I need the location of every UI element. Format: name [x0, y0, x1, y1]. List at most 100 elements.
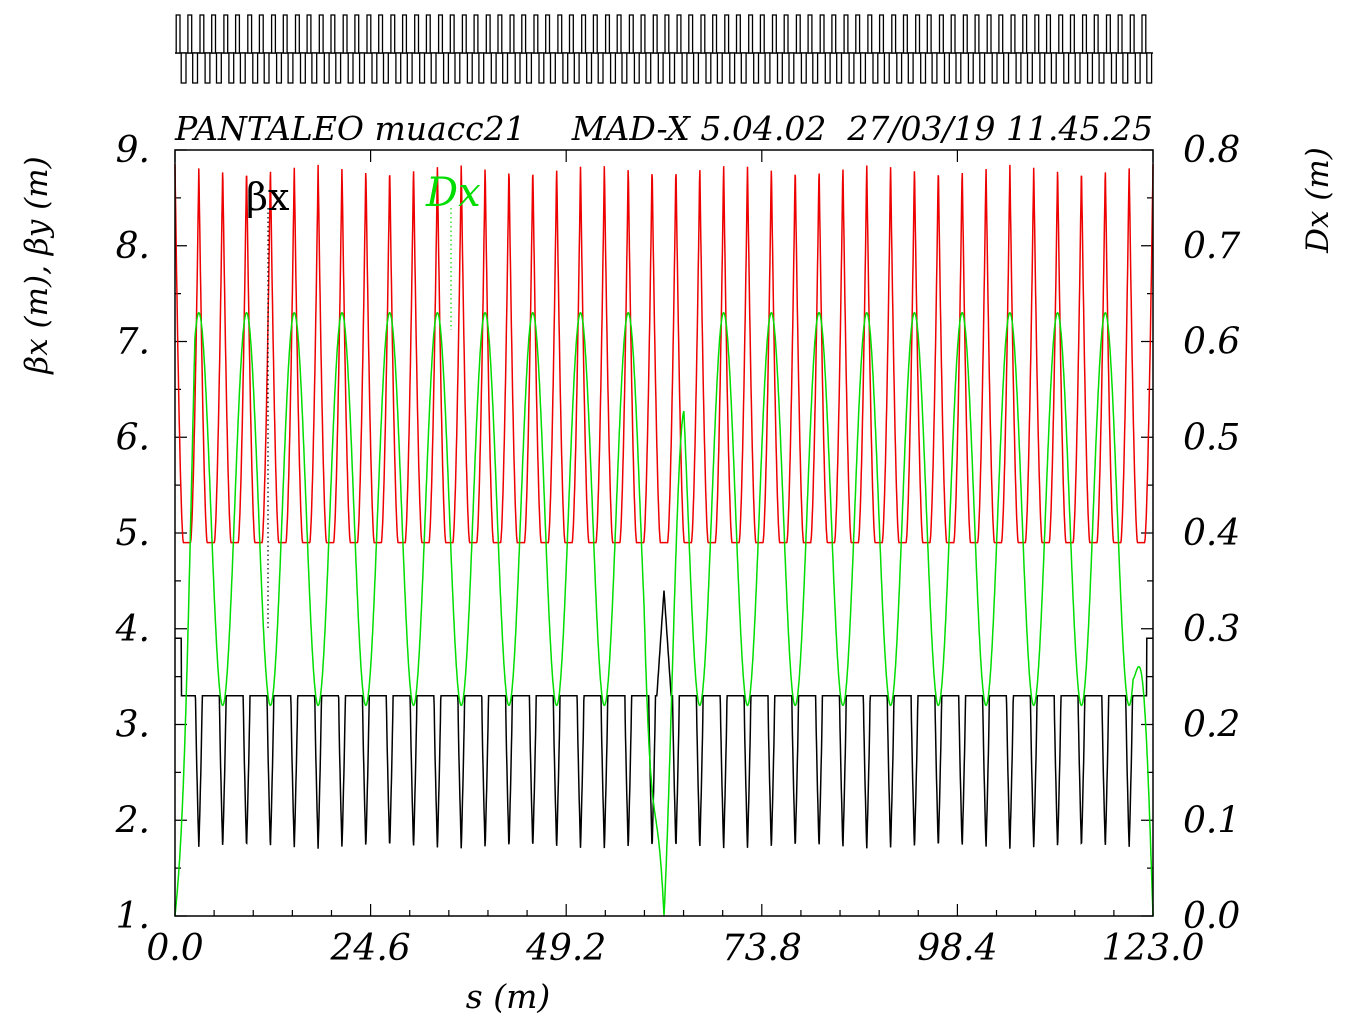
- focusing-magnet: [485, 14, 491, 54]
- defocusing-magnet: [180, 52, 187, 84]
- focusing-magnet: [270, 14, 277, 54]
- focusing-magnet: [533, 14, 539, 54]
- tick-labels: 0.0 24.6 49.2 73.8 98.4 123.0 1. 2. 3. 4. 5. 6. 7. 8.…: [115, 130, 1241, 969]
- defocusing-magnet: [549, 52, 556, 84]
- defocusing-magnet: [419, 52, 426, 84]
- focusing-magnet: [318, 14, 324, 54]
- focusing-magnet: [807, 14, 813, 54]
- defocusing-magnet: [859, 52, 867, 84]
- focusing-magnet: [414, 14, 420, 54]
- focusing-magnet: [282, 14, 288, 54]
- defocusing-magnet: [764, 52, 771, 84]
- y-right-tick-label: 0.0: [1183, 896, 1240, 937]
- focusing-magnet: [234, 14, 241, 54]
- defocusing-magnet: [204, 52, 211, 84]
- focusing-magnet: [378, 14, 384, 54]
- focusing-magnet: [974, 14, 980, 54]
- defocusing-magnet: [955, 52, 962, 84]
- focusing-magnet: [366, 14, 372, 54]
- defocusing-magnet: [597, 52, 604, 84]
- defocusing-magnet: [347, 52, 354, 84]
- defocusing-magnet: [991, 52, 998, 84]
- focusing-magnet: [843, 14, 849, 54]
- defocusing-magnet: [740, 52, 747, 84]
- focusing-magnet: [1141, 14, 1147, 54]
- y-right-tick-label: 0.1: [1183, 800, 1240, 841]
- tick-marks: [174, 149, 1154, 917]
- x-tick-label: 98.4: [917, 928, 997, 969]
- defocusing-magnet: [931, 52, 938, 84]
- lattice-layout-strip: [175, 14, 1153, 84]
- focusing-magnet: [688, 14, 694, 54]
- defocusing-magnet: [1086, 52, 1094, 84]
- focusing-magnet: [592, 14, 598, 54]
- legend: βx Dx: [246, 170, 481, 630]
- defocusing-magnet: [943, 52, 950, 84]
- x-tick-label: 49.2: [525, 928, 606, 969]
- defocusing-magnet: [609, 52, 617, 84]
- focusing-magnet: [735, 14, 741, 54]
- y-right-tick-label: 0.3: [1183, 609, 1240, 650]
- y-right-tick-label: 0.8: [1183, 130, 1240, 171]
- defocusing-magnet: [800, 52, 807, 84]
- defocusing-magnet: [454, 52, 461, 84]
- defocusing-magnet: [1039, 52, 1046, 84]
- defocusing-magnet: [920, 52, 927, 84]
- defocusing-magnet: [1063, 52, 1070, 84]
- y-left-tick-label: 3.: [116, 705, 150, 746]
- focusing-magnet: [425, 14, 431, 54]
- x-tick-label: 0.0: [146, 928, 203, 969]
- defocusing-magnet: [1074, 52, 1081, 84]
- x-tick-label: 24.6: [330, 928, 411, 969]
- focusing-magnet: [700, 14, 706, 54]
- focusing-magnet: [652, 14, 658, 54]
- defocusing-magnet: [1098, 52, 1105, 84]
- y-axis-right-label: Dx (m): [1300, 147, 1336, 254]
- defocusing-magnet: [1050, 52, 1057, 84]
- defocusing-magnet: [705, 52, 712, 84]
- defocusing-magnet: [669, 52, 676, 84]
- defocusing-magnet: [358, 52, 366, 84]
- defocusing-magnet: [729, 52, 736, 84]
- defocusing-magnet: [562, 52, 569, 84]
- defocusing-magnet: [1134, 52, 1141, 84]
- focusing-magnet: [759, 14, 765, 54]
- focusing-magnet: [724, 14, 730, 54]
- y-left-tick-label: 5.: [116, 513, 150, 554]
- defocusing-magnet: [1146, 52, 1153, 84]
- focusing-magnet: [986, 14, 992, 54]
- defocusing-magnet: [287, 52, 294, 84]
- y-left-tick-label: 7.: [116, 322, 150, 363]
- y-left-tick-label: 4.: [115, 609, 150, 650]
- y-left-tick-label: 6.: [116, 417, 150, 458]
- defocusing-magnet: [1026, 52, 1033, 84]
- beta-x-series: [175, 590, 1153, 849]
- defocusing-magnet: [1122, 52, 1129, 84]
- defocusing-magnet: [1110, 52, 1117, 84]
- defocusing-magnet: [371, 52, 378, 84]
- defocusing-magnet: [753, 52, 760, 84]
- focusing-magnet: [581, 14, 587, 54]
- focusing-magnet: [211, 14, 217, 54]
- focusing-magnet: [545, 14, 551, 54]
- defocusing-magnet: [896, 52, 903, 84]
- y-left-tick-label: 8.: [116, 226, 150, 267]
- focusing-magnet: [401, 14, 408, 54]
- focusing-magnet: [628, 14, 634, 54]
- beta-y-series: [174, 164, 1154, 544]
- focusing-magnet: [187, 14, 193, 54]
- defocusing-magnet: [538, 52, 545, 84]
- focusing-magnet: [294, 14, 300, 54]
- defocusing-magnet: [883, 52, 890, 84]
- focusing-magnet: [938, 14, 944, 54]
- defocusing-magnet: [657, 52, 664, 84]
- focusing-magnet: [640, 14, 646, 54]
- focusing-magnet: [258, 14, 264, 54]
- axis-ticks: [174, 149, 1154, 917]
- legend-dx: Dx: [425, 170, 481, 216]
- focusing-magnet: [1022, 14, 1028, 54]
- defocusing-magnet: [1015, 52, 1022, 84]
- focusing-magnet: [1105, 14, 1111, 54]
- defocusing-magnet: [335, 52, 342, 84]
- defocusing-magnet: [323, 52, 330, 84]
